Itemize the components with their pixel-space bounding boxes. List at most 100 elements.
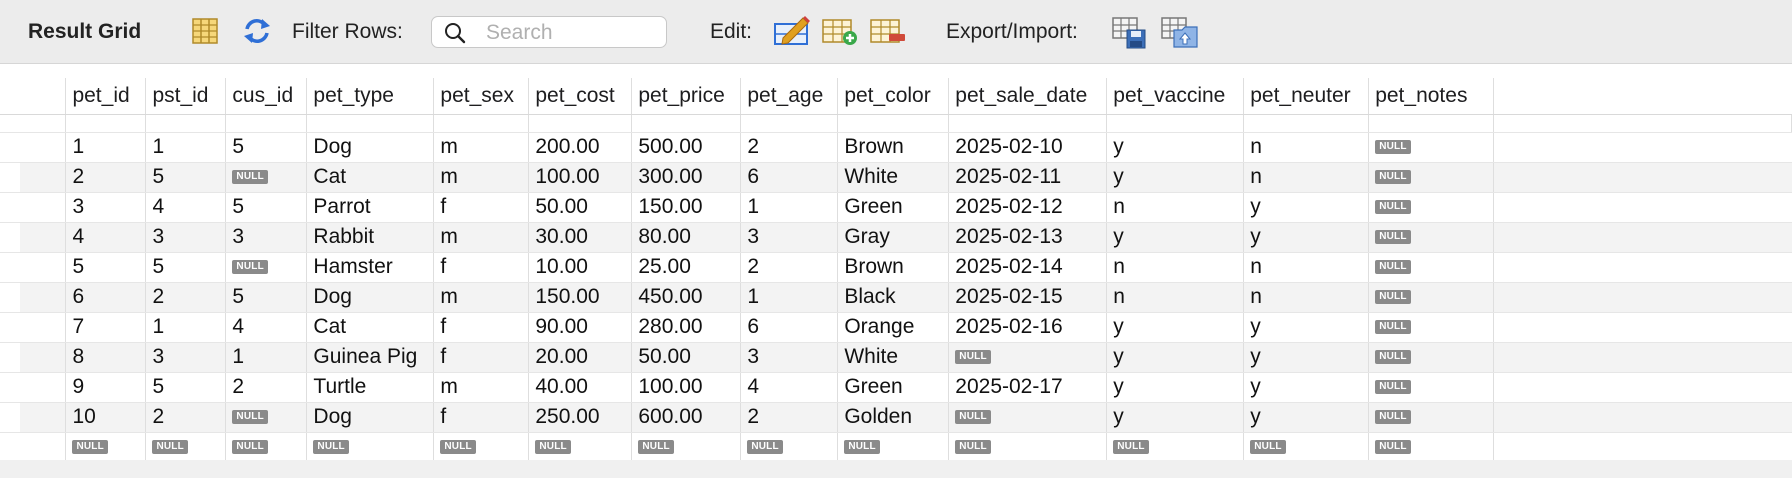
cell-cus-id[interactable]: 5 [225, 132, 308, 163]
cell-pet-notes[interactable]: NULL [1368, 342, 1495, 373]
cell-pet-price[interactable]: 80.00 [631, 222, 742, 253]
cell-pet-cost[interactable]: 50.00 [528, 192, 633, 223]
cell-pst-id[interactable]: 2 [145, 282, 227, 313]
cell-pst-id[interactable]: 3 [145, 342, 227, 373]
column-header-pet-sex[interactable]: pet_sex [433, 78, 530, 115]
cell-pet-id[interactable]: 3 [65, 192, 147, 223]
cell-pet-vaccine[interactable]: y [1106, 372, 1245, 403]
cell-pet-id[interactable]: 5 [65, 252, 147, 283]
cell-pet-cost[interactable]: 40.00 [528, 372, 633, 403]
edit-row-icon[interactable] [773, 14, 810, 48]
cell-pet-notes[interactable]: NULL [1368, 312, 1495, 343]
cell-pst-id[interactable]: 3 [145, 222, 227, 253]
cell-pet-price[interactable]: 100.00 [631, 372, 742, 403]
row-selector[interactable] [0, 132, 67, 163]
cell-pet-age[interactable]: 4 [740, 372, 839, 403]
cell-pet-color[interactable]: Black [837, 282, 950, 313]
table-row[interactable]: 8 3 1 Guinea Pig f 20.00 50.00 3 White NULL y y NULL [0, 342, 1792, 373]
cell-pet-vaccine[interactable]: y [1106, 132, 1245, 163]
cell-pet-notes[interactable]: NULL [1368, 252, 1495, 283]
refresh-icon[interactable] [240, 14, 274, 48]
cell-pet-color[interactable]: Brown [837, 252, 950, 283]
column-header-pet-color[interactable]: pet_color [837, 78, 950, 115]
cell-pet-neuter[interactable]: y [1243, 222, 1370, 253]
cell-pet-color[interactable]: White [837, 342, 950, 373]
cell-pst-id[interactable]: 1 [145, 132, 227, 163]
cell-pet-id[interactable]: 7 [65, 312, 147, 343]
cell-pet-age[interactable]: 2 [740, 132, 839, 163]
cell-pet-type[interactable]: Cat [306, 162, 435, 193]
cell-cus-id[interactable]: 2 [225, 372, 308, 403]
cell-pet-vaccine[interactable]: n [1106, 252, 1245, 283]
cell-cus-id[interactable]: 1 [225, 342, 308, 373]
cell-pet-type[interactable]: Guinea Pig [306, 342, 435, 373]
cell-pet-sale-date[interactable]: 2025-02-12 [948, 192, 1108, 223]
cell-pet-price[interactable]: NULL [631, 432, 742, 463]
cell-pet-cost[interactable]: 100.00 [528, 162, 633, 193]
cell-pet-type[interactable]: Turtle [306, 372, 435, 403]
table-row[interactable]: 9 5 2 Turtle m 40.00 100.00 4 Green 2025-02-17 y y N… [0, 372, 1792, 403]
cell-pet-notes[interactable]: NULL [1368, 372, 1495, 403]
cell-pet-notes[interactable]: NULL [1368, 222, 1495, 253]
cell-pet-color[interactable]: Golden [837, 402, 950, 433]
cell-pet-id[interactable]: NULL [65, 432, 147, 463]
cell-pet-price[interactable]: 500.00 [631, 132, 742, 163]
cell-pet-color[interactable]: Green [837, 372, 950, 403]
cell-pet-sale-date[interactable]: 2025-02-15 [948, 282, 1108, 313]
cell-pet-id[interactable]: 10 [65, 402, 147, 433]
cell-pet-age[interactable]: 3 [740, 222, 839, 253]
column-header-pet-neuter[interactable]: pet_neuter [1243, 78, 1370, 115]
cell-pet-type[interactable]: Cat [306, 312, 435, 343]
table-row[interactable]: 10 2 NULL Dog f 250.00 600.00 2 Golden NULL y y NULL [0, 402, 1792, 433]
add-row-icon[interactable] [821, 14, 857, 48]
row-selector[interactable] [0, 432, 67, 463]
cell-pet-notes[interactable]: NULL [1368, 402, 1495, 433]
cell-pet-sale-date[interactable]: NULL [948, 342, 1108, 373]
column-header-pet-type[interactable]: pet_type [306, 78, 435, 115]
cell-pet-cost[interactable]: 250.00 [528, 402, 633, 433]
cell-pet-sex[interactable]: f [433, 252, 530, 283]
column-header-pet-notes[interactable]: pet_notes [1368, 78, 1495, 115]
cell-pet-type[interactable]: Dog [306, 402, 435, 433]
cell-pst-id[interactable]: 5 [145, 372, 227, 403]
filter-rows-search[interactable] [431, 16, 667, 48]
cell-pet-sale-date[interactable]: 2025-02-13 [948, 222, 1108, 253]
row-selector[interactable] [0, 312, 67, 343]
cell-cus-id[interactable]: NULL [225, 252, 308, 283]
cell-pet-sex[interactable]: f [433, 402, 530, 433]
column-header-pst-id[interactable]: pst_id [145, 78, 227, 115]
cell-pst-id[interactable]: 5 [145, 252, 227, 283]
cell-pet-sex[interactable]: f [433, 312, 530, 343]
cell-pet-neuter[interactable]: NULL [1243, 432, 1370, 463]
cell-pet-vaccine[interactable]: NULL [1106, 432, 1245, 463]
cell-pet-id[interactable]: 4 [65, 222, 147, 253]
cell-pet-age[interactable]: 6 [740, 162, 839, 193]
cell-pet-cost[interactable]: 150.00 [528, 282, 633, 313]
cell-pet-neuter[interactable]: y [1243, 372, 1370, 403]
cell-pet-price[interactable]: 300.00 [631, 162, 742, 193]
cell-pet-sale-date[interactable]: NULL [948, 402, 1108, 433]
cell-pet-price[interactable]: 280.00 [631, 312, 742, 343]
table-row[interactable]: 3 4 5 Parrot f 50.00 150.00 1 Green 2025-02-12 n y N… [0, 192, 1792, 223]
cell-pet-neuter[interactable]: n [1243, 282, 1370, 313]
cell-cus-id[interactable]: NULL [225, 432, 308, 463]
cell-pet-vaccine[interactable]: y [1106, 402, 1245, 433]
column-header-pet-sale-date[interactable]: pet_sale_date [948, 78, 1108, 115]
row-selector[interactable] [0, 222, 67, 253]
cell-pet-notes[interactable]: NULL [1368, 432, 1495, 463]
column-header-pet-id[interactable]: pet_id [65, 78, 147, 115]
row-selector[interactable] [0, 372, 67, 403]
cell-cus-id[interactable]: 4 [225, 312, 308, 343]
cell-pet-neuter[interactable]: y [1243, 342, 1370, 373]
column-header-pet-vaccine[interactable]: pet_vaccine [1106, 78, 1245, 115]
cell-pet-sale-date[interactable]: 2025-02-17 [948, 372, 1108, 403]
cell-cus-id[interactable]: NULL [225, 402, 308, 433]
table-row[interactable]: 7 1 4 Cat f 90.00 280.00 6 Orange 2025-02-16 y y NUL… [0, 312, 1792, 343]
cell-pet-price[interactable]: 25.00 [631, 252, 742, 283]
cell-pet-vaccine[interactable]: y [1106, 312, 1245, 343]
cell-pet-sex[interactable]: NULL [433, 432, 530, 463]
cell-pet-age[interactable]: 2 [740, 402, 839, 433]
cell-pst-id[interactable]: NULL [145, 432, 227, 463]
cell-pet-cost[interactable]: 30.00 [528, 222, 633, 253]
cell-pet-neuter[interactable]: n [1243, 252, 1370, 283]
